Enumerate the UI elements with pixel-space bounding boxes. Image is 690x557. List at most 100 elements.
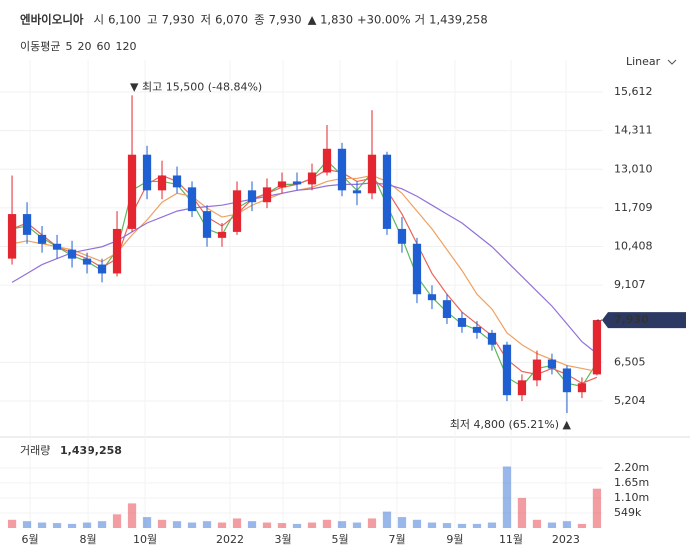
volume-bar xyxy=(487,522,497,528)
candle-body xyxy=(157,175,167,191)
volume-bar xyxy=(172,521,182,528)
candle-body xyxy=(397,228,407,244)
dropdown-chevron[interactable] xyxy=(667,59,677,65)
y-tick-label: 9,107 xyxy=(614,278,646,291)
high-annotation: ▼ 최고 15,500 (-48.84%) xyxy=(130,80,262,93)
quote-label: 거 xyxy=(415,13,426,27)
x-tick-label: 6월 xyxy=(21,533,38,546)
y-tick-label: 10,408 xyxy=(614,239,653,252)
quote-value: 7,930 xyxy=(269,13,302,27)
volume-bar xyxy=(112,514,122,528)
volume-tick-label: 1.10m xyxy=(614,491,649,504)
x-tick-label: 9월 xyxy=(446,533,463,546)
candle-body xyxy=(562,368,572,393)
volume-bar xyxy=(142,517,152,528)
volume-bar xyxy=(22,521,32,528)
volume-bar xyxy=(187,522,197,528)
x-tick-label: 11월 xyxy=(499,533,523,546)
volume-bar xyxy=(37,522,47,528)
moving-average-line xyxy=(11,174,598,373)
candle-body xyxy=(112,228,122,274)
volume-bar xyxy=(337,521,347,528)
x-tick-label: 5월 xyxy=(331,533,348,546)
x-tick-label: 3월 xyxy=(274,533,291,546)
x-tick-label: 8월 xyxy=(80,533,97,546)
quote-label: 저 xyxy=(201,13,212,27)
volume-bar xyxy=(97,521,107,528)
candle-body xyxy=(517,380,527,396)
legend-item: 5 xyxy=(65,40,72,53)
volume-bar xyxy=(547,522,557,528)
y-tick-label: 15,612 xyxy=(614,85,653,98)
legend-item: 60 xyxy=(96,40,110,53)
candle-body xyxy=(187,187,197,212)
price-change: ▲ 1,830 xyxy=(308,13,353,27)
volume-title: 거래량 xyxy=(20,444,50,457)
candle-body xyxy=(382,154,392,229)
quote-label: 고 xyxy=(147,13,158,27)
volume-bar xyxy=(592,488,602,528)
candle-body xyxy=(352,190,362,194)
last-price-label: 7,930 xyxy=(614,313,649,326)
candle-body xyxy=(127,154,137,229)
quote-value: 1,439,258 xyxy=(429,13,488,27)
candle-body xyxy=(592,320,602,375)
candle-body xyxy=(337,148,347,191)
x-tick-label: 10월 xyxy=(133,533,157,546)
volume-bar xyxy=(562,521,572,528)
legend-title: 이동평균 xyxy=(20,40,60,53)
candle-body xyxy=(52,243,62,250)
volume-bar xyxy=(517,497,527,528)
volume-bar xyxy=(232,518,242,528)
y-tick-label: 6,505 xyxy=(614,355,646,368)
candle-body xyxy=(82,258,92,265)
low-annotation: 최저 4,800 (65.21%) ▲ xyxy=(450,418,572,431)
candle-body xyxy=(67,249,77,259)
price-change-pct: +30.00% xyxy=(357,13,411,27)
volume-bar xyxy=(82,522,92,528)
candle-body xyxy=(457,317,467,327)
candle-body xyxy=(412,243,422,295)
x-tick-label: 2022 xyxy=(216,533,244,546)
volume-bar xyxy=(7,519,17,528)
volume-bar xyxy=(367,518,377,528)
candle-body xyxy=(487,332,497,345)
x-tick-label: 2023 xyxy=(552,533,580,546)
candle-body xyxy=(142,154,152,191)
candle-body xyxy=(232,190,242,232)
legend-item: 120 xyxy=(115,40,136,53)
volume-bar xyxy=(52,523,62,528)
quote-value: 7,930 xyxy=(162,13,195,27)
candle-body xyxy=(472,326,482,333)
volume-bar xyxy=(397,517,407,528)
volume-bar xyxy=(382,511,392,528)
candle-body xyxy=(442,300,452,318)
volume-bar xyxy=(157,519,167,528)
candle-body xyxy=(307,172,317,185)
volume-bar xyxy=(577,523,587,528)
volume-bar xyxy=(202,521,212,528)
y-tick-label: 14,311 xyxy=(614,124,653,137)
volume-bar xyxy=(472,523,482,528)
candle-body xyxy=(262,187,272,203)
candle-body xyxy=(322,148,332,173)
volume-bar xyxy=(217,522,227,528)
quote-value: 6,070 xyxy=(215,13,248,27)
scale-mode[interactable]: Linear xyxy=(626,55,661,68)
volume-bar xyxy=(457,523,467,528)
volume-bar xyxy=(262,522,272,528)
candle-body xyxy=(502,344,512,396)
volume-bar xyxy=(412,519,422,528)
moving-average-line xyxy=(11,182,598,355)
volume-bar xyxy=(442,523,452,528)
candle-body xyxy=(97,264,107,274)
volume-bar xyxy=(277,523,287,528)
y-tick-label: 13,010 xyxy=(614,162,653,175)
volume-tick-label: 549k xyxy=(614,506,642,519)
volume-tick-label: 1.65m xyxy=(614,476,649,489)
last-price-tag xyxy=(602,312,686,329)
candle-body xyxy=(172,175,182,188)
candle-body xyxy=(292,181,302,185)
candle-body xyxy=(367,154,377,194)
